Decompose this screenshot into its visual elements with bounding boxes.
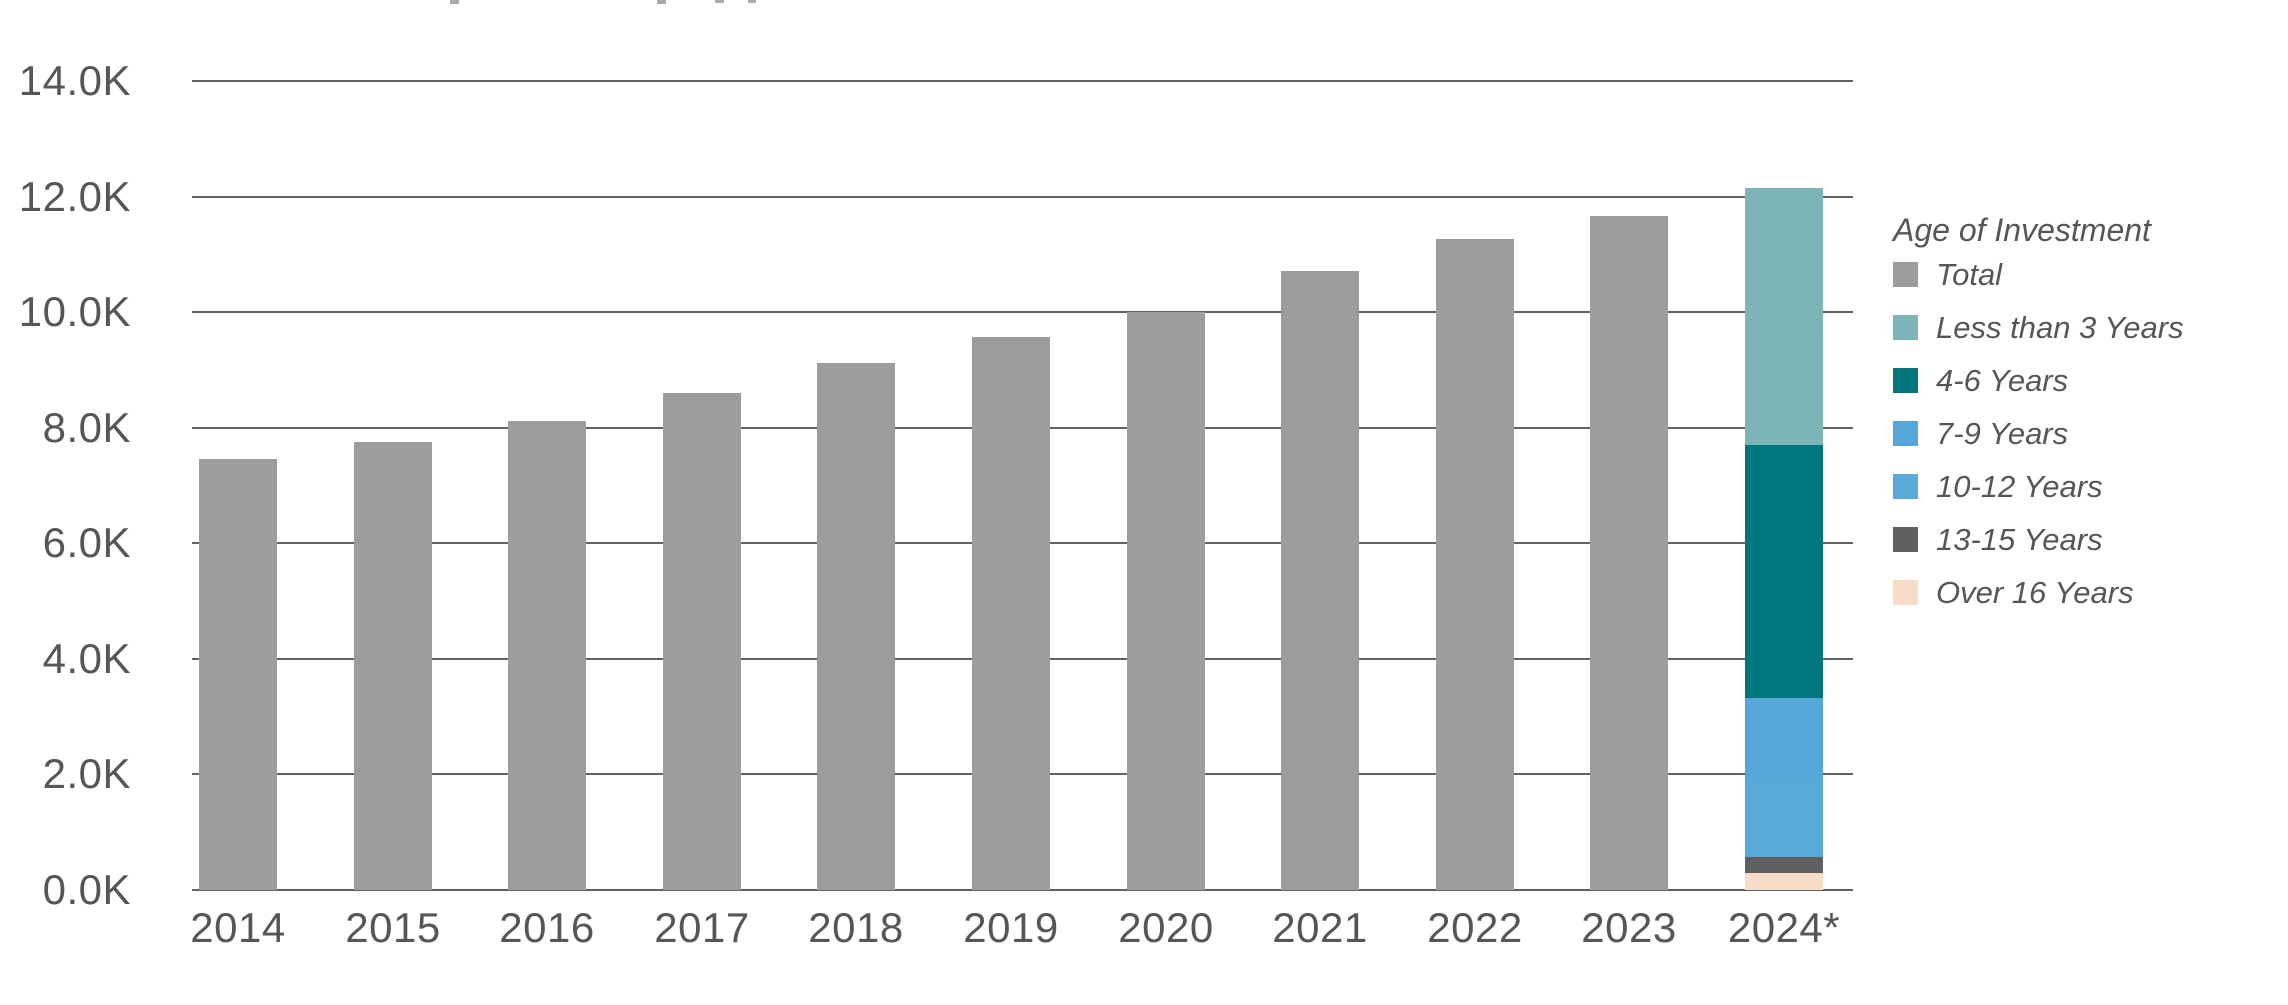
legend-item-label: Total — [1936, 257, 2003, 292]
y-gridline-10.0K — [192, 311, 1853, 313]
clipped-title-remnant — [715, 0, 724, 3]
legend-item-label: 13-15 Years — [1936, 522, 2103, 557]
bar-2024-4-6-years — [1745, 445, 1823, 698]
x-tick-label-2019: 2019 — [963, 904, 1059, 951]
bar-2024-less-than-3-years — [1745, 188, 1823, 445]
bar-2024-10-12-years — [1745, 778, 1823, 857]
legend-swatch-icon — [1893, 421, 1918, 446]
bar-2019-total — [972, 337, 1050, 890]
legend-item-4-6-years: 4-6 Years — [1893, 363, 2253, 398]
legend: Age of Investment Total Less than 3 Years… — [1893, 210, 2253, 633]
legend-swatch-icon — [1893, 474, 1918, 499]
x-tick-label-2016: 2016 — [499, 904, 595, 951]
x-tick-label-2017: 2017 — [654, 904, 750, 951]
x-tick-label-2018: 2018 — [808, 904, 904, 951]
legend-item-over-16-years: Over 16 Years — [1893, 575, 2253, 610]
legend-swatch-icon — [1893, 580, 1918, 605]
y-tick-label-14.0K: 14.0K — [18, 57, 131, 104]
bar-2024-7-9-years — [1745, 698, 1823, 779]
legend-item-7-9-years: 7-9 Years — [1893, 416, 2253, 451]
legend-item-total: Total — [1893, 257, 2253, 292]
y-tick-label-2.0K: 2.0K — [42, 750, 131, 797]
x-tick-label-2014: 2014 — [190, 904, 286, 951]
legend-swatch-icon — [1893, 527, 1918, 552]
bar-2014-total — [199, 459, 277, 890]
y-tick-label-8.0K: 8.0K — [42, 404, 131, 451]
clipped-title-remnant — [657, 0, 666, 4]
bar-2023-total — [1590, 216, 1668, 890]
x-tick-label-2024: 2024* — [1727, 904, 1841, 951]
y-gridline-12.0K — [192, 196, 1853, 198]
legend-item-label: 4-6 Years — [1936, 363, 2069, 398]
x-tick-label-2020: 2020 — [1118, 904, 1214, 951]
legend-items: Total Less than 3 Years 4-6 Years 7-9 Years… — [1893, 257, 2253, 610]
bar-2017-total — [663, 393, 741, 890]
bar-2024-over-16-years — [1745, 873, 1823, 890]
legend-swatch-icon — [1893, 315, 1918, 340]
clipped-title-remnant — [748, 0, 756, 3]
legend-swatch-icon — [1893, 368, 1918, 393]
x-tick-label-2023: 2023 — [1581, 904, 1677, 951]
bar-2018-total — [817, 363, 895, 890]
x-tick-label-2022: 2022 — [1427, 904, 1523, 951]
x-tick-label-2021: 2021 — [1272, 904, 1368, 951]
y-tick-label-10.0K: 10.0K — [18, 288, 131, 335]
legend-item-13-15-years: 13-15 Years — [1893, 522, 2253, 557]
bar-2015-total — [354, 442, 432, 890]
y-tick-label-4.0K: 4.0K — [42, 635, 131, 682]
legend-item-label: 7-9 Years — [1936, 416, 2069, 451]
x-tick-label-2015: 2015 — [345, 904, 441, 951]
y-tick-label-6.0K: 6.0K — [42, 519, 131, 566]
legend-item-less-than-3-years: Less than 3 Years — [1893, 310, 2253, 345]
y-tick-label-0.0K: 0.0K — [42, 866, 131, 913]
bar-2021-total — [1281, 271, 1359, 890]
legend-item-label: Less than 3 Years — [1936, 310, 2184, 345]
y-tick-label-12.0K: 12.0K — [18, 173, 131, 220]
legend-item-label: 10-12 Years — [1936, 469, 2103, 504]
bar-2022-total — [1436, 239, 1514, 890]
clipped-title-remnant — [450, 0, 459, 4]
y-gridline-0.0K — [192, 889, 1853, 891]
legend-swatch-icon — [1893, 262, 1918, 287]
legend-item-label: Over 16 Years — [1936, 575, 2134, 610]
bar-2024-13-15-years — [1745, 857, 1823, 873]
legend-item-10-12-years: 10-12 Years — [1893, 469, 2253, 504]
legend-title: Age of Investment — [1893, 212, 2151, 248]
bar-2016-total — [508, 421, 586, 890]
y-gridline-14.0K — [192, 80, 1853, 82]
bar-2020-total — [1127, 312, 1205, 890]
